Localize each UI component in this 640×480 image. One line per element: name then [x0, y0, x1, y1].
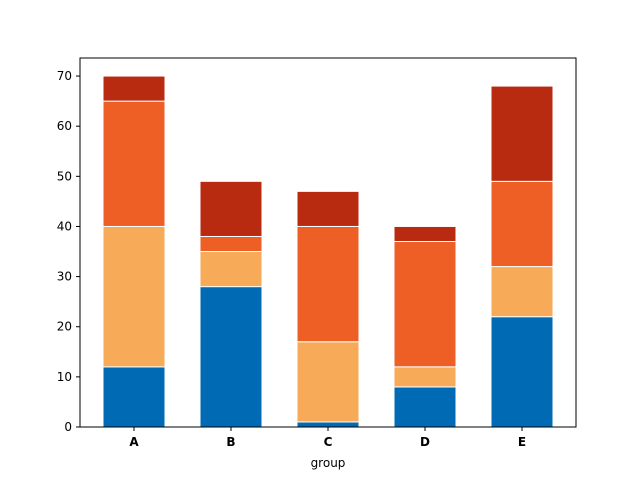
y-tick-label: 30 — [57, 270, 72, 284]
bar-segment — [199, 235, 263, 253]
bar-segment — [199, 251, 263, 288]
bar-segment — [296, 421, 360, 428]
bar-segment — [490, 266, 554, 318]
bar-segment — [296, 341, 360, 423]
bar-segment — [102, 75, 166, 102]
bar-segment — [102, 225, 166, 368]
bar-segment — [102, 366, 166, 428]
y-tick-label: 10 — [57, 370, 72, 384]
x-tick-label: E — [518, 435, 526, 449]
bar-segment — [490, 180, 554, 268]
y-tick-label: 60 — [57, 119, 72, 133]
x-tick-label: A — [129, 435, 139, 449]
x-axis-label: group — [311, 456, 346, 470]
bar-segment — [296, 225, 360, 343]
bar-segment — [199, 180, 263, 237]
bar-segment — [393, 225, 457, 242]
bar-segment — [490, 85, 554, 182]
y-tick-label: 0 — [64, 420, 72, 434]
bar-segment — [393, 366, 457, 388]
x-tick-label: C — [324, 435, 333, 449]
y-tick-label: 40 — [57, 219, 72, 233]
y-tick-label: 50 — [57, 169, 72, 183]
bar-segment — [102, 100, 166, 227]
x-tick-label: B — [226, 435, 235, 449]
plot-frame — [79, 57, 577, 428]
bar-segment — [393, 386, 457, 428]
bar-segment — [199, 286, 263, 428]
y-tick-label: 70 — [57, 69, 72, 83]
y-tick-label: 20 — [57, 320, 72, 334]
x-tick-label: D — [420, 435, 430, 449]
bar-segment — [393, 240, 457, 368]
bar-segment — [490, 316, 554, 428]
bar-segment — [296, 190, 360, 227]
